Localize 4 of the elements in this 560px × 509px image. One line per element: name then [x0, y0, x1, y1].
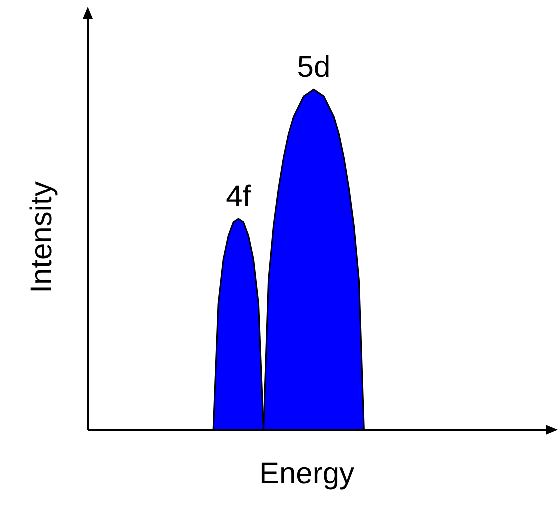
series-label: 4f	[226, 180, 252, 214]
y-axis-title: Intensity	[25, 182, 58, 294]
x-axis-title: Energy	[259, 457, 355, 490]
series-label: 5d	[297, 50, 331, 84]
